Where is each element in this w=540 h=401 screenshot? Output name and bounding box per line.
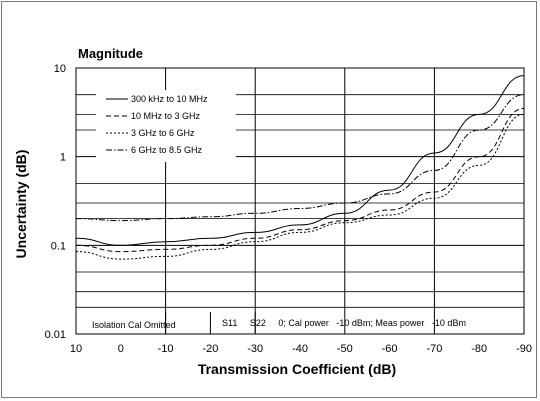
legend-label: 300 kHz to 10 MHz	[131, 94, 208, 104]
series-line-4	[75, 94, 525, 222]
series-line-1	[75, 75, 525, 246]
annotation-isolation: Isolation Cal Omitted	[92, 320, 176, 330]
x-tick-label: -60	[382, 343, 398, 355]
series-line-2	[75, 107, 525, 253]
plot-border	[75, 67, 525, 335]
y-tick-label: 0.01	[45, 329, 66, 341]
legend: 300 kHz to 10 MHz 10 MHz to 3 GHz 3 GHz to…	[96, 90, 236, 162]
x-axis-title: Transmission Coefficient (dB)	[198, 361, 396, 377]
y-tick-label: 10	[54, 63, 66, 75]
x-tick-label: -50	[337, 343, 353, 355]
annotation-conditions: S11 S22 0; Cal power -10 dBm; Meas power…	[222, 318, 466, 328]
tick-labels: 10 0 -10 -20 -30 -40 -50 -60 -70 -80 -90 0.01 0.1 1 10	[45, 63, 532, 355]
series-group	[75, 75, 525, 260]
x-tick-label: 10	[70, 343, 82, 355]
x-tick-label: -40	[292, 343, 308, 355]
y-tick-label: 0.1	[51, 240, 66, 252]
legend-label: 3 GHz to 6 GHz	[131, 128, 195, 138]
x-tick-label: -10	[158, 343, 174, 355]
y-axis-title: Uncertainty (dB)	[13, 150, 29, 259]
x-tick-label: 0	[118, 343, 124, 355]
y-tick-label: 1	[60, 152, 66, 164]
x-tick-label: -70	[426, 343, 442, 355]
legend-label: 10 MHz to 3 GHz	[131, 111, 201, 121]
chart-title: Magnitude	[78, 46, 143, 61]
legend-label: 6 GHz to 8.5 GHz	[131, 145, 203, 155]
x-tick-label: -80	[471, 343, 487, 355]
x-tick-label: -90	[516, 343, 532, 355]
x-tick-label: -30	[247, 343, 263, 355]
x-tick-label: -20	[202, 343, 218, 355]
